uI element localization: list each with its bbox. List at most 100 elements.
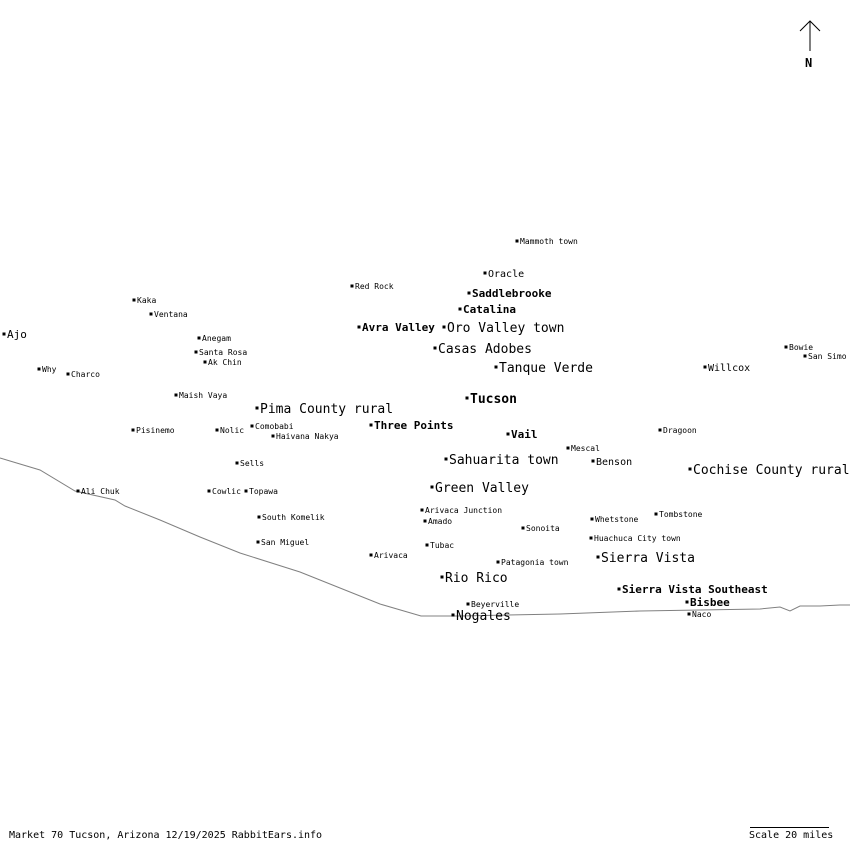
place-marker: [467, 291, 471, 295]
place-label: Nolic: [220, 426, 244, 435]
place-marker: [250, 424, 254, 428]
place-ajo: Ajo: [2, 328, 27, 341]
place-label: Tucson: [470, 392, 517, 407]
place-benson: Benson: [591, 457, 632, 468]
place-label: Catalina: [463, 303, 516, 316]
place-label: Ajo: [7, 328, 27, 341]
place-charco: Charco: [66, 370, 100, 379]
place-label: Ak Chin: [208, 358, 242, 367]
place-casas-adobes: Casas Adobes: [433, 342, 532, 357]
place-marker: [149, 312, 153, 316]
place-marker: [617, 587, 621, 591]
place-marker: [496, 560, 500, 564]
place-marker: [515, 239, 519, 243]
place-haivana-nakya: Haivana Nakya: [271, 432, 339, 441]
place-marker: [451, 613, 455, 617]
place-pisinemo: Pisinemo: [131, 426, 175, 435]
place-label: Three Points: [374, 419, 453, 432]
place-markers: Mammoth town Oracle Saddlebrooke Red Rock Ca…: [2, 237, 850, 624]
place-marker: [658, 428, 662, 432]
place-marker: [688, 467, 692, 471]
north-arrow: [799, 20, 821, 51]
place-label: Mammoth town: [520, 237, 578, 246]
place-willcox: Willcox: [703, 363, 750, 374]
place-red-rock: Red Rock: [350, 282, 394, 291]
place-marker: [494, 365, 498, 369]
place-marker: [197, 336, 201, 340]
place-marker: [2, 332, 6, 336]
place-huachuca-city-town: Huachuca City town: [589, 534, 681, 543]
place-marker: [215, 428, 219, 432]
place-label: Benson: [596, 457, 632, 468]
place-label: Dragoon: [663, 426, 697, 435]
place-label: Casas Adobes: [438, 342, 532, 357]
place-marker: [687, 612, 691, 616]
place-label: Patagonia town: [501, 558, 569, 567]
place-marker: [66, 372, 70, 376]
place-ali-chuk: Ali Chuk: [76, 487, 120, 496]
place-sahuarita-town: Sahuarita town: [444, 453, 559, 468]
place-marker: [444, 457, 448, 461]
place-label: Rio Rico: [445, 571, 508, 586]
place-arivaca-junction: Arivaca Junction: [420, 506, 502, 515]
place-amado: Amado: [423, 517, 452, 526]
place-marker: [369, 553, 373, 557]
place-marker: [37, 367, 41, 371]
place-marker: [433, 346, 437, 350]
map-credit: Market 70 Tucson, Arizona 12/19/2025 Rab…: [9, 830, 323, 841]
place-marker: [591, 459, 595, 463]
place-three-points: Three Points: [369, 419, 453, 432]
place-label: Haivana Nakya: [276, 432, 339, 441]
place-marker: [803, 354, 807, 358]
place-marker: [256, 540, 260, 544]
place-label: Tanque Verde: [499, 361, 593, 376]
place-anegam: Anegam: [197, 334, 231, 343]
place-maish-vaya: Maish Vaya: [174, 391, 227, 400]
place-marker: [423, 519, 427, 523]
place-mammoth-town: Mammoth town: [515, 237, 578, 246]
place-topawa: Topawa: [244, 487, 278, 496]
place-san-miguel: San Miguel: [256, 538, 309, 547]
place-ak-chin: Ak Chin: [203, 358, 242, 367]
place-beyerville: Beyerville: [466, 600, 519, 609]
place-label: Vail: [511, 428, 538, 441]
place-oro-valley-town: Oro Valley town: [442, 321, 564, 336]
place-marker: [425, 543, 429, 547]
place-label: Sonoita: [526, 524, 560, 533]
place-south-komelik: South Komelik: [257, 513, 325, 522]
place-bowie: Bowie: [784, 343, 813, 352]
place-marker: [466, 602, 470, 606]
place-marker: [369, 423, 373, 427]
place-label: Nogales: [456, 609, 511, 624]
place-label: Naco: [692, 610, 711, 619]
place-marker: [255, 406, 259, 410]
place-sells: Sells: [235, 459, 264, 468]
north-label: N: [805, 56, 813, 70]
place-comobabi: Comobabi: [250, 422, 294, 431]
place-marker: [203, 360, 207, 364]
place-label: Bisbee: [690, 596, 730, 609]
place-tucson: Tucson: [465, 392, 517, 407]
place-marker: [357, 325, 361, 329]
place-marker: [271, 434, 275, 438]
place-sierra-vista: Sierra Vista: [596, 551, 695, 566]
place-label: Comobabi: [255, 422, 294, 431]
place-patagonia-town: Patagonia town: [496, 558, 569, 567]
place-why: Why: [37, 365, 57, 374]
place-marker: [784, 345, 788, 349]
place-label: Green Valley: [435, 481, 529, 496]
place-label: Avra Valley: [362, 321, 435, 334]
place-avra-valley: Avra Valley: [357, 321, 435, 334]
place-marker: [132, 298, 136, 302]
place-label: Sells: [240, 459, 264, 468]
place-tanque-verde: Tanque Verde: [494, 361, 593, 376]
place-label: Sahuarita town: [449, 453, 559, 468]
place-label: Bowie: [789, 343, 813, 352]
place-label: Oracle: [488, 269, 524, 280]
place-marker: [703, 365, 707, 369]
place-marker: [207, 489, 211, 493]
place-mescal: Mescal: [566, 444, 600, 453]
place-marker: [589, 536, 593, 540]
place-vail: Vail: [506, 428, 538, 441]
place-marker: [458, 307, 462, 311]
